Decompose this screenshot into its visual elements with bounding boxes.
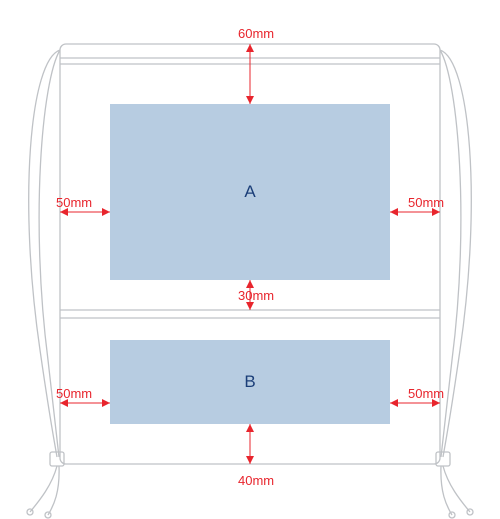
dimension-mid: 30mm [238,280,274,310]
dimension-rightB: 50mm [390,386,444,407]
dim-rightA: 50mm [408,195,444,210]
dim-bottom: 40mm [238,473,274,488]
dim-top: 60mm [238,26,274,41]
dimension-bottom: 40mm [238,424,274,488]
dimension-top: 60mm [238,26,274,104]
bag-print-diagram: A B 60mm 30mm 40mm 50mm 50mm 50mm 50mm [0,0,500,519]
dim-leftA: 50mm [56,195,92,210]
dimension-leftA: 50mm [56,195,110,216]
dimension-rightA: 50mm [390,195,444,216]
dim-rightB: 50mm [408,386,444,401]
zone-a-label: A [244,182,256,201]
dim-leftB: 50mm [56,386,92,401]
dimension-leftB: 50mm [56,386,110,407]
dim-mid: 30mm [238,288,274,303]
zone-b-label: B [244,372,255,391]
